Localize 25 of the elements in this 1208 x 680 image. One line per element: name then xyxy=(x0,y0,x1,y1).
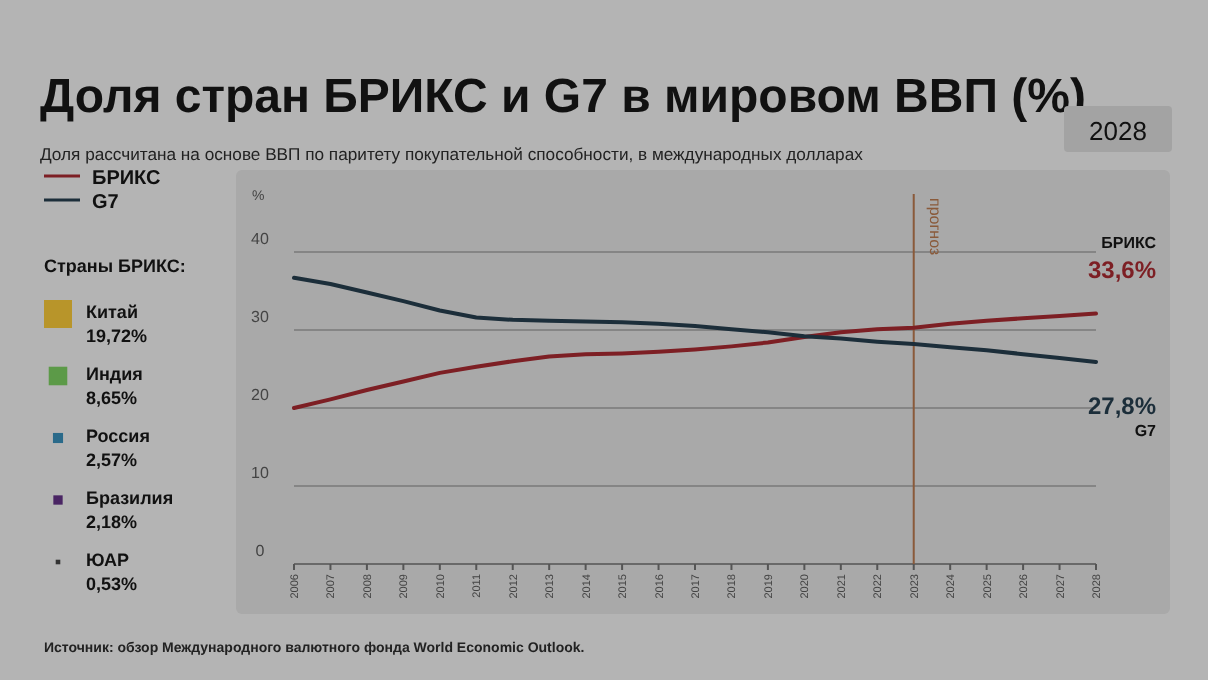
category-label: Индия xyxy=(86,364,143,384)
legend-label: БРИКС xyxy=(92,168,161,190)
data-label: 0,53% xyxy=(86,574,138,594)
annotation: 27,8% xyxy=(1087,392,1157,420)
chart-subtitle: Доля рассчитана на основе ВВП по паритету покупательной способности, в международных долларах xyxy=(40,144,865,164)
category-label: Бразилия xyxy=(86,488,174,508)
y-tick-label: 30 xyxy=(251,308,270,326)
y-tick-label: 20 xyxy=(251,386,270,404)
y-tick-label: 0 xyxy=(255,542,266,560)
annotation: 33,6% xyxy=(1087,256,1157,284)
legend-label: G7 xyxy=(92,192,120,214)
text: G7 xyxy=(1134,422,1158,440)
ref-line-label: прогноз xyxy=(925,198,944,256)
category-label: Россия xyxy=(86,426,150,446)
data-label: 8,65% xyxy=(86,388,138,408)
y-tick-label: 10 xyxy=(251,464,270,482)
data-label: 2,57% xyxy=(86,450,138,470)
text: Страны БРИКС: xyxy=(44,256,186,276)
data-label: 19,72% xyxy=(86,326,148,346)
y-tick-label: 40 xyxy=(251,230,270,248)
category-label: ЮАР xyxy=(86,550,130,570)
text: БРИКС xyxy=(1101,234,1157,252)
data-label: 2,18% xyxy=(86,512,138,532)
category-label: Китай xyxy=(86,302,138,322)
text: 2028 xyxy=(1089,116,1147,146)
